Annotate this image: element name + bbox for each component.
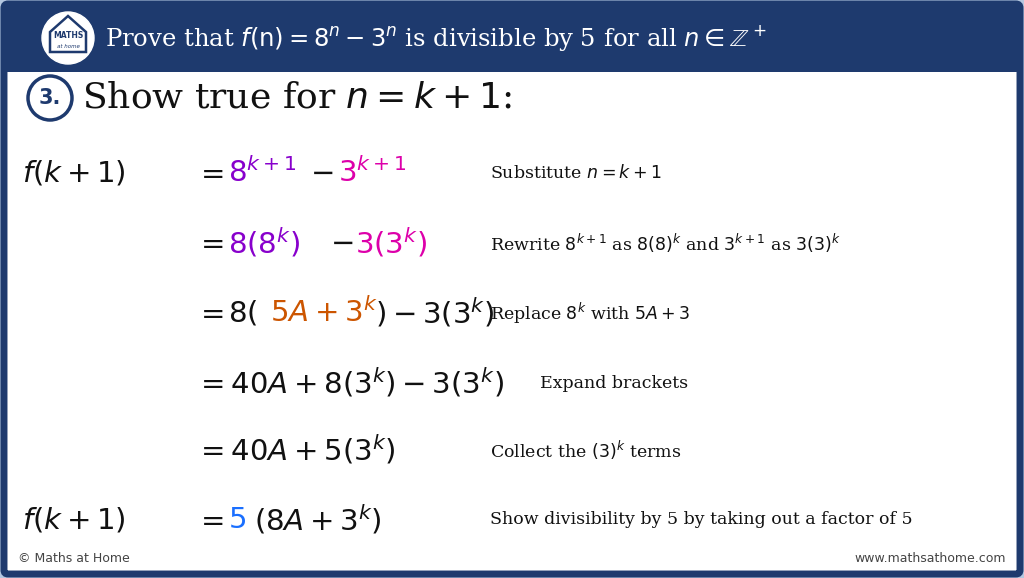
Text: Expand brackets: Expand brackets: [540, 375, 688, 391]
Text: Show divisibility by 5 by taking out a factor of 5: Show divisibility by 5 by taking out a f…: [490, 512, 912, 528]
Text: $=$: $=$: [195, 506, 224, 534]
Text: $=$: $=$: [195, 159, 224, 187]
Text: $f(k+1)$: $f(k+1)$: [22, 158, 126, 187]
Text: $3(3^k)$: $3(3^k)$: [355, 226, 427, 260]
Text: $-$: $-$: [330, 229, 353, 257]
Text: $5$: $5$: [228, 506, 246, 534]
Text: $8(8^k)$: $8(8^k)$: [228, 226, 300, 260]
Text: $5A + 3^k$: $5A + 3^k$: [270, 298, 378, 328]
Text: $= 40A + 8\left(3^k\right) - 3\left(3^k\right)$: $= 40A + 8\left(3^k\right) - 3\left(3^k\…: [195, 366, 504, 400]
FancyBboxPatch shape: [4, 4, 1020, 72]
Text: Prove that $f(\mathrm{n}) = 8^n - 3^n$ is divisible by 5 for all $n \in \mathbb{: Prove that $f(\mathrm{n}) = 8^n - 3^n$ i…: [105, 23, 767, 53]
Text: $) - 3(3^k)$: $) - 3(3^k)$: [375, 296, 495, 330]
Text: $8^{k+1}$: $8^{k+1}$: [228, 158, 297, 188]
Text: Replace $8^k$ with $5A + 3$: Replace $8^k$ with $5A + 3$: [490, 301, 690, 325]
Text: Substitute $n = k + 1$: Substitute $n = k + 1$: [490, 164, 662, 182]
Text: $=$: $=$: [195, 299, 224, 327]
Text: © Maths at Home: © Maths at Home: [18, 551, 130, 565]
Text: $-$: $-$: [310, 159, 334, 187]
Text: Rewrite $8^{k+1}$ as $8(8)^k$ and $3^{k+1}$ as $3(3)^k$: Rewrite $8^{k+1}$ as $8(8)^k$ and $3^{k+…: [490, 231, 841, 254]
Text: 3.: 3.: [39, 88, 61, 108]
Text: at home: at home: [56, 43, 80, 49]
Text: Show true for $n = k + 1$:: Show true for $n = k + 1$:: [82, 81, 512, 115]
Text: Collect the $(3)^k$ terms: Collect the $(3)^k$ terms: [490, 438, 681, 462]
Text: MATHS: MATHS: [53, 31, 83, 39]
Text: www.mathsathome.com: www.mathsathome.com: [854, 551, 1006, 565]
Text: $f(k+1)$: $f(k+1)$: [22, 506, 126, 535]
Text: $3^{k+1}$: $3^{k+1}$: [338, 158, 407, 188]
Text: $8($: $8($: [228, 298, 258, 328]
FancyBboxPatch shape: [4, 4, 1020, 574]
Circle shape: [28, 76, 72, 120]
Text: $= 40A + 5\left(3^k\right)$: $= 40A + 5\left(3^k\right)$: [195, 433, 395, 467]
Text: $(8A + 3^k)$: $(8A + 3^k)$: [254, 503, 382, 537]
Text: $=$: $=$: [195, 229, 224, 257]
Circle shape: [42, 12, 94, 64]
